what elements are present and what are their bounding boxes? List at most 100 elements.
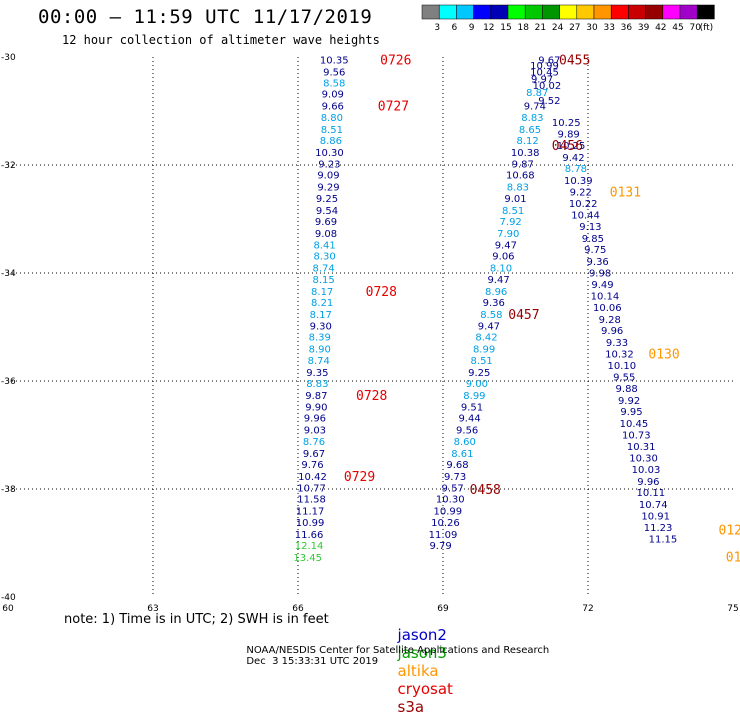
colorbar-label: 12	[483, 23, 494, 33]
wave-height-point: 10.32	[605, 349, 634, 360]
wave-height-point: 8.39	[309, 333, 331, 344]
wave-height-point: 9.85	[582, 234, 604, 245]
wave-height-point: 10.10	[608, 361, 637, 372]
wave-height-point: 8.17	[311, 287, 333, 298]
wave-height-point: 9.47	[487, 275, 509, 286]
wave-height-point: 9.90	[305, 402, 327, 413]
wave-height-point: 9.13	[579, 222, 601, 233]
wave-height-point: 8.74	[308, 356, 330, 367]
wave-height-point: 8.21	[311, 298, 333, 309]
colorbar-swatch	[646, 5, 663, 19]
wave-height-point: 8.61	[451, 449, 473, 460]
wave-height-point: 9.56	[456, 426, 478, 437]
legend-item-s3a: s3a	[398, 698, 425, 716]
wave-height-point: 9.68	[446, 460, 468, 471]
wave-height-point: 9.51	[461, 402, 483, 413]
wave-height-point: 10.45	[620, 419, 649, 430]
wave-height-point: 8.78	[565, 164, 587, 175]
wave-height-point: 11.58	[297, 495, 326, 506]
wave-height-point: 9.69	[315, 217, 337, 228]
wave-height-point: 9.57	[442, 483, 464, 494]
wave-height-point: 9.66	[322, 102, 344, 113]
wave-height-point: 9.09	[317, 171, 339, 182]
colorbar-swatch	[594, 5, 611, 19]
wave-height-point: 10.11	[637, 488, 666, 499]
pass-time-label: 0727	[378, 100, 409, 115]
wave-height-point: 9.87	[305, 391, 327, 402]
wave-height-point: 10.03	[632, 465, 661, 476]
colorbar-swatch	[474, 5, 491, 19]
wave-height-point: 10.30	[436, 495, 465, 506]
wave-height-point: 9.73	[444, 472, 466, 483]
x-tick-label: 75	[727, 604, 738, 614]
wave-height-point: 9.01	[504, 194, 526, 205]
wave-height-point: 10.22	[569, 199, 598, 210]
footer-note: note: 1) Time is in UTC; 2) SWH is in fe…	[64, 612, 329, 627]
wave-height-point: 8.42	[475, 333, 497, 344]
colorbar-label: 30	[586, 23, 598, 33]
colorbar-swatch	[542, 5, 559, 19]
colorbar-swatch	[491, 5, 508, 19]
wave-height-point: 9.30	[310, 321, 332, 332]
colorbar-label: 33	[603, 23, 614, 33]
wave-height-point: 9.33	[606, 338, 628, 349]
wave-height-point: 9.09	[322, 90, 344, 101]
wave-height-point: 11.15	[649, 535, 678, 546]
wave-height-point: 9.87	[512, 159, 534, 170]
wave-height-point: 8.65	[519, 125, 541, 136]
colorbar-label: (ft)	[700, 23, 714, 33]
colorbar-label: 42	[655, 23, 666, 33]
pass-time-label: 0457	[508, 308, 539, 323]
wave-height-point: 9.22	[570, 187, 592, 198]
colorbar-label: 24	[552, 23, 564, 33]
y-tick-label: -30	[1, 53, 16, 63]
pass-time-label: 0728	[366, 285, 397, 300]
pass-time-label: 0456	[552, 139, 583, 154]
chart-grid	[8, 57, 733, 597]
wave-height-point: 11.23	[644, 523, 673, 534]
wave-height-point: 8.74	[312, 264, 334, 275]
pass-time-label: 0728	[356, 389, 387, 404]
wave-height-point: 10.77	[297, 483, 326, 494]
x-tick-label: 72	[582, 604, 593, 614]
wave-height-point: 8.83	[521, 113, 543, 124]
wave-height-point: 9.54	[316, 206, 338, 217]
wave-height-point: 8.15	[312, 275, 334, 286]
wave-height-point: 8.30	[313, 252, 335, 263]
wave-height-point: 9.95	[620, 407, 642, 418]
pass-time-label: 0458	[470, 483, 501, 498]
wave-height-point: 9.28	[599, 315, 621, 326]
wave-height-point: 9.00	[466, 379, 488, 390]
wave-height-point: 9.96	[601, 326, 623, 337]
wave-height-point: 11.66	[295, 530, 324, 541]
wave-height-point: 8.76	[303, 437, 325, 448]
wave-height-point: 8.90	[309, 345, 331, 356]
colorbar-swatch	[439, 5, 456, 19]
credit-text: NOAA/NESDIS Center for Satellite Applica…	[246, 645, 549, 656]
colorbar-label: 18	[517, 23, 529, 33]
y-tick-label: -38	[1, 485, 16, 495]
colorbar-swatch	[697, 5, 714, 19]
wave-height-point: 9.67	[303, 449, 325, 460]
wave-height-point: 7.92	[500, 217, 522, 228]
wave-height-point: 9.76	[301, 460, 323, 471]
wave-height-point: 8.99	[463, 391, 485, 402]
footer-credit: NOAA/NESDIS Center for Satellite Applica…	[240, 634, 571, 667]
wave-height-point: 8.58	[323, 78, 345, 89]
wave-height-point: 9.44	[458, 414, 480, 425]
colorbar-label: 9	[469, 23, 475, 33]
wave-height-point: 10.73	[622, 430, 651, 441]
wave-height-point: 10.91	[641, 511, 670, 522]
wave-height-point: 8.83	[306, 379, 328, 390]
wave-height-point: 9.36	[587, 257, 609, 268]
colorbar-label: 15	[500, 23, 511, 33]
pass-time-label: 0455	[559, 54, 590, 69]
legend-item-cryosat: cryosat	[398, 680, 453, 698]
wave-height-point: 10.39	[564, 176, 593, 187]
wave-height-point: 9.36	[483, 298, 505, 309]
colorbar-label: 45	[672, 23, 683, 33]
wave-height-point: 8.96	[485, 287, 507, 298]
colorbar-swatch	[508, 5, 525, 19]
